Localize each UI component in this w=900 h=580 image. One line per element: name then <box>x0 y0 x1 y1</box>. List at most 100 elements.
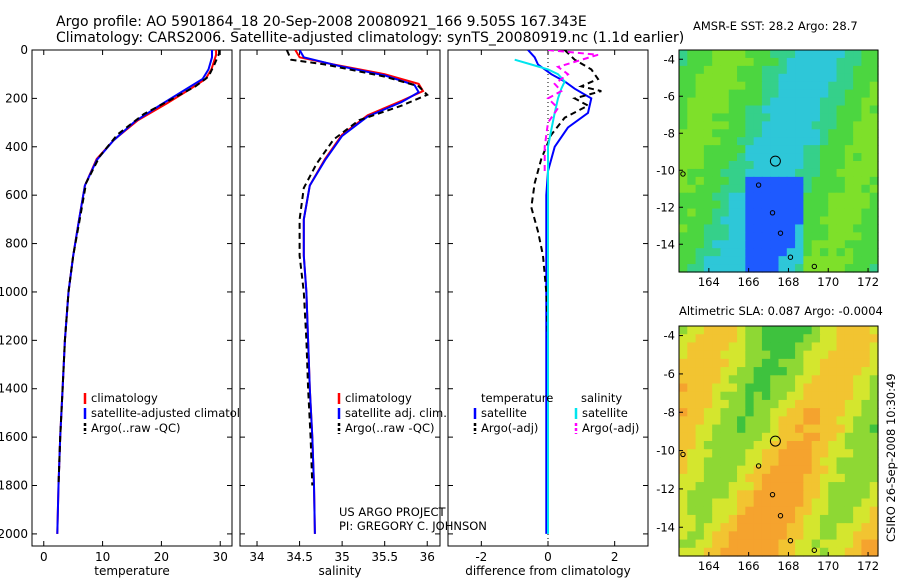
sst_map-cell <box>753 81 763 91</box>
sla_map-cell <box>853 326 863 335</box>
sst_map-cell <box>803 129 813 138</box>
sla_map-cell <box>795 465 804 475</box>
sst_map-cell <box>679 137 688 146</box>
sst_map-cell <box>861 113 871 122</box>
sla_map-cell <box>761 441 771 450</box>
sla_map-cell <box>853 465 863 475</box>
sla_map-cell <box>811 482 821 491</box>
sst_map-cell <box>687 256 697 265</box>
sst_map-cell <box>679 105 688 115</box>
sla_map-cell <box>728 326 738 335</box>
sst_map-cell <box>795 232 804 241</box>
sst_map-cell <box>712 232 722 241</box>
sla_map-cell <box>811 506 821 516</box>
sla_map-cell <box>753 531 763 541</box>
sst_map-cell <box>828 145 838 154</box>
sst_map-cell <box>786 89 796 99</box>
sla_map-cell <box>819 326 829 335</box>
sst_map-cell <box>778 89 788 99</box>
sst_map-cell <box>853 73 863 83</box>
sla_map-cell <box>679 383 688 393</box>
sst_map-cell <box>712 137 722 146</box>
sst_map-cell <box>712 105 722 115</box>
sst_map-cell <box>753 256 763 265</box>
sst_map-cell <box>836 168 846 178</box>
sst_map-cell <box>836 153 846 162</box>
sla_map-cell <box>687 514 697 524</box>
sst_map-cell <box>745 168 755 178</box>
sla_map-cell <box>803 531 813 541</box>
sst_map-cell <box>836 65 846 75</box>
sst_map-cell <box>687 105 697 115</box>
sst_map-cell <box>703 145 713 154</box>
sst_map-cell <box>679 129 688 138</box>
sst_map-cell <box>761 192 771 202</box>
sla_map-cell <box>687 473 697 483</box>
sst_map-cell <box>803 256 813 265</box>
sla_map-cell <box>778 547 788 557</box>
sla_map-cell <box>869 465 879 475</box>
sla_map-cell <box>737 326 746 335</box>
sla_map-cell <box>695 391 705 401</box>
sst_map-cell <box>679 57 688 67</box>
sst_map-cell <box>869 240 879 249</box>
sst_map-cell <box>745 121 755 130</box>
sla_map-cell <box>712 547 722 557</box>
sla_map-cell <box>753 482 763 491</box>
sst_map-cell <box>761 97 771 107</box>
sla_map-cell <box>786 391 796 401</box>
sst_map-cell <box>861 264 871 273</box>
sst_map-cell <box>728 121 738 130</box>
sst_map-coastline <box>811 263 818 270</box>
sst_map-cell <box>737 50 746 59</box>
sla_map-cell <box>844 465 854 475</box>
sst_map-cell <box>844 145 854 154</box>
sst_map-cell <box>778 81 788 91</box>
sla_map-cell <box>745 375 755 385</box>
sst_map-cell <box>844 224 854 233</box>
sst_map-cell <box>753 240 763 249</box>
sla_map-cell <box>844 350 854 360</box>
sla_map-cell <box>844 523 854 532</box>
sla_map-cell <box>836 523 846 532</box>
sla_map-cell <box>828 375 838 385</box>
sst_map-cell <box>753 113 763 122</box>
sla_map-cell <box>828 342 838 352</box>
sla_map-ytick-label: -14 <box>656 520 675 534</box>
sst_map-cell <box>786 168 796 178</box>
sst-map-title: AMSR-E SST: 28.2 Argo: 28.7 <box>693 19 858 33</box>
sst_map-cell <box>737 121 746 130</box>
sla_map-cell <box>753 342 763 352</box>
sst_map-cell <box>745 113 755 122</box>
sst_map-cell <box>828 232 838 241</box>
sst_map-cell <box>687 145 697 154</box>
sla_map-cell <box>819 514 829 524</box>
sla_map-cell <box>786 350 796 360</box>
sla_map-cell <box>786 539 796 549</box>
sst_map-cell <box>853 105 863 115</box>
sla_map-cell <box>720 367 730 376</box>
sst_map-cell <box>778 248 788 257</box>
sst_map-cell <box>861 57 871 67</box>
sla_map-cell <box>786 367 796 376</box>
sst_map-cell <box>778 161 788 170</box>
sla_map-cell <box>712 350 722 360</box>
sla_map-cell <box>828 391 838 401</box>
sla_map-cell <box>728 416 738 426</box>
sst_map-cell <box>778 121 788 130</box>
sla_map-cell <box>687 523 697 532</box>
sla_map-cell <box>695 514 705 524</box>
sla_map-cell <box>819 539 829 549</box>
sst_map-cell <box>869 232 879 241</box>
sla_map-cell <box>795 334 804 344</box>
sla_map-cell <box>803 523 813 532</box>
sla_map-cell <box>728 367 738 376</box>
sst_map-cell <box>836 192 846 202</box>
sla_map-cell <box>761 432 771 442</box>
sla_map-cell <box>828 432 838 442</box>
sst_map-cell <box>795 240 804 249</box>
sla_map-cell <box>853 424 863 434</box>
sst_map-cell <box>778 113 788 122</box>
sst_map-cell <box>737 153 746 162</box>
sla_map-cell <box>811 424 821 434</box>
